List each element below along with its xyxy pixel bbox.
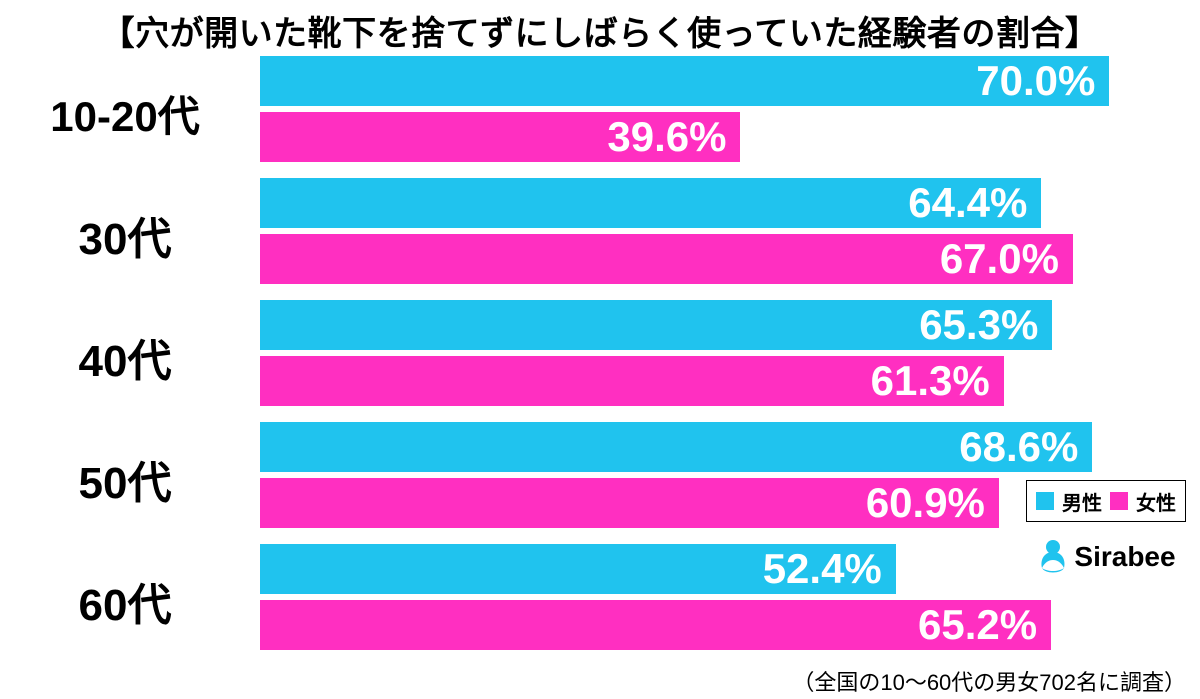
bar-female: 60.9% <box>260 478 999 528</box>
group-30代: 30代64.4%67.0% <box>0 178 1200 284</box>
category-label: 30代 <box>0 178 250 292</box>
bar-value-female: 39.6% <box>607 113 726 161</box>
bar-value-male: 52.4% <box>763 545 882 593</box>
bar-value-female: 60.9% <box>866 479 985 527</box>
bar-female: 61.3% <box>260 356 1004 406</box>
bar-male: 65.3% <box>260 300 1052 350</box>
brand-logo: Sirabee <box>1028 530 1186 584</box>
bar-female: 39.6% <box>260 112 740 162</box>
category-label: 50代 <box>0 422 250 536</box>
legend-label-female: 女性 <box>1136 487 1176 516</box>
legend: 男性 女性 <box>1026 480 1186 522</box>
chart-plot-area: 10-20代 70.0% 39.6% 30代 64.4% 67.0% 40代 65.3% 61.… <box>0 56 1200 666</box>
bar-female: 67.0% <box>260 234 1073 284</box>
bar-male: 52.4% <box>260 544 896 594</box>
bar-value-male: 68.6% <box>959 423 1078 471</box>
category-label: 10-20代 <box>0 56 250 170</box>
brand-name: Sirabee <box>1074 541 1175 573</box>
group-50代: 50代68.6%60.9% <box>0 422 1200 528</box>
bar-female: 65.2% <box>260 600 1051 650</box>
legend-swatch-female <box>1110 492 1128 510</box>
footnote: （全国の10〜60代の男女702名に調査） <box>792 665 1186 697</box>
bar-value-female: 65.2% <box>918 601 1037 649</box>
bar-value-male: 65.3% <box>919 301 1038 349</box>
bar-male: 68.6% <box>260 422 1092 472</box>
legend-swatch-male <box>1036 492 1054 510</box>
bar-value-male: 64.4% <box>908 179 1027 227</box>
bar-value-male: 70.0% <box>976 57 1095 105</box>
chart-title: 【穴が開いた靴下を捨てずにしばらく使っていた経験者の割合】 <box>0 6 1200 55</box>
group-40代: 40代65.3%61.3% <box>0 300 1200 406</box>
bar-value-female: 67.0% <box>940 235 1059 283</box>
group-10-20代: 10-20代70.0%39.6% <box>0 56 1200 162</box>
legend-label-male: 男性 <box>1062 487 1102 516</box>
group-60代: 60代52.4%65.2% <box>0 544 1200 650</box>
sirabee-icon <box>1038 538 1068 576</box>
bar-male: 64.4% <box>260 178 1041 228</box>
category-label: 60代 <box>0 544 250 658</box>
bar-male: 70.0% <box>260 56 1109 106</box>
bar-value-female: 61.3% <box>871 357 990 405</box>
category-label: 40代 <box>0 300 250 414</box>
